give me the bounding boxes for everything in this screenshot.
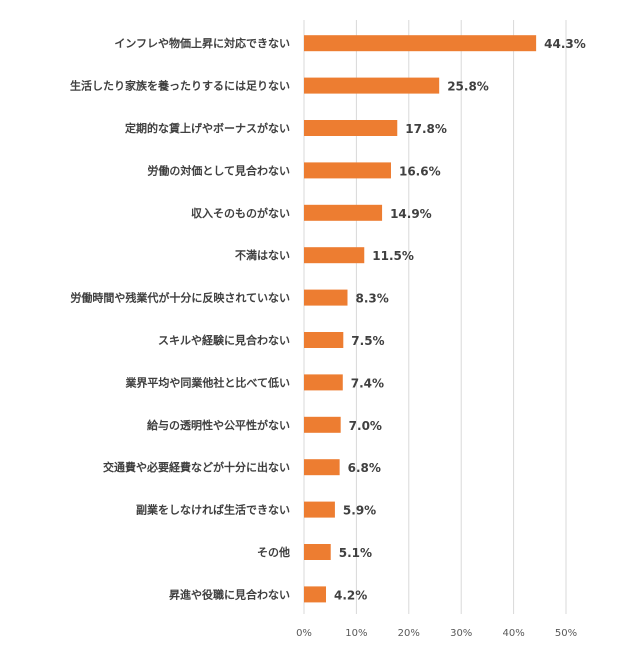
category-label: 昇進や役職に見合わない <box>169 587 290 601</box>
bar <box>304 544 331 560</box>
bar <box>304 416 341 433</box>
category-label: 収入そのものがない <box>191 206 290 220</box>
x-tick-label: 30% <box>450 628 472 639</box>
bar <box>304 77 440 94</box>
data-label: 5.9% <box>343 504 376 518</box>
bar <box>304 204 383 221</box>
x-tick-label: 50% <box>555 628 577 639</box>
data-label: 7.0% <box>349 419 382 433</box>
gridlines <box>303 20 567 614</box>
data-label: 7.5% <box>351 334 384 348</box>
category-labels: インフレや物価上昇に対応できない生活したり家族を養ったりするには足りない定期的な… <box>70 36 290 601</box>
bar <box>304 501 335 518</box>
category-label: 副業をしなければ生活できない <box>136 503 290 517</box>
bar <box>304 374 343 391</box>
data-label: 7.4% <box>351 376 384 390</box>
bar <box>304 120 398 136</box>
x-tick-label: 10% <box>345 628 367 639</box>
bars <box>304 35 537 603</box>
x-tick-label: 40% <box>502 628 524 639</box>
data-label: 17.8% <box>405 122 447 136</box>
data-label: 14.9% <box>390 207 432 221</box>
bar <box>304 459 340 476</box>
category-label: 業界平均や同業他社と比べて低い <box>124 375 290 389</box>
x-tick-label: 20% <box>398 628 420 639</box>
bar <box>304 289 348 306</box>
data-label: 11.5% <box>372 249 414 263</box>
category-label: 不満はない <box>235 248 290 262</box>
bar <box>304 332 344 348</box>
category-label: スキルや経験に見合わない <box>158 333 290 347</box>
x-tick-label: 0% <box>296 628 312 639</box>
category-label: 交通費や必要経費などが十分に出ない <box>103 460 290 474</box>
category-label: その他 <box>257 545 290 559</box>
data-label: 25.8% <box>447 80 489 94</box>
data-label: 6.8% <box>348 461 381 475</box>
data-labels: 44.3% 25.8% 17.8% 16.6% 14.9% 11.5% 8.3% 7.5% 7.… <box>334 37 586 602</box>
x-axis-ticks: 0% 10% 20% 30% 40% 50% <box>296 628 577 639</box>
bar <box>304 35 537 52</box>
data-label: 44.3% <box>544 37 586 51</box>
category-label: 給与の透明性や公平性がない <box>147 418 290 432</box>
category-label: インフレや物価上昇に対応できない <box>114 36 290 50</box>
category-label: 労働時間や残業代が十分に反映されていない <box>70 291 290 305</box>
bar <box>304 586 327 603</box>
data-label: 4.2% <box>334 588 367 602</box>
data-label: 5.1% <box>339 546 372 560</box>
data-label: 8.3% <box>355 292 388 306</box>
bar <box>304 247 365 264</box>
bar <box>304 162 391 179</box>
category-label: 生活したり家族を養ったりするには足りない <box>70 79 290 93</box>
data-label: 16.6% <box>399 164 441 178</box>
category-label: 定期的な賃上げやボーナスがない <box>125 121 290 135</box>
category-label: 労働の対価として見合わない <box>147 163 290 177</box>
